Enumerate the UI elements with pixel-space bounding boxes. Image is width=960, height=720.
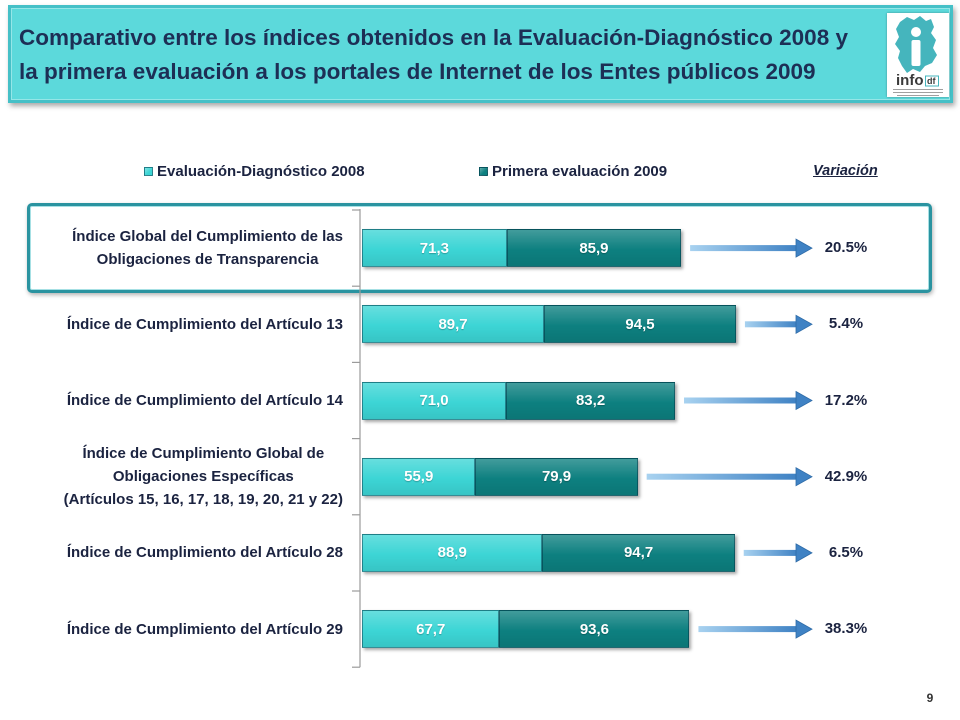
- category-label: Índice de Cumplimiento del Artículo 14: [66, 391, 343, 409]
- variation-label: 5.4%: [828, 315, 864, 333]
- slide-header: Comparativo entre los índices obtenidos …: [8, 5, 953, 103]
- legend-item-2008: Evaluación-Diagnóstico 2008: [144, 161, 365, 181]
- logo-i-dot: [911, 27, 921, 37]
- logo-wordmark: info: [896, 72, 924, 89]
- variation-label: 38.3%: [824, 620, 868, 638]
- bar-primera-evaluacion-2009: 83,2: [506, 381, 676, 420]
- legend-swatch-2009: [479, 166, 488, 176]
- category-label-cell: Índice de Cumplimiento Global de Obligac…: [20, 439, 343, 515]
- bar-evaluacion-diagnostico-2008: 88,9: [362, 533, 543, 572]
- category-label: Índice de Cumplimiento del Artículo 29: [66, 620, 343, 638]
- bar-evaluacion-diagnostico-2008: 67,7: [362, 610, 500, 649]
- bar-value-label: 55,9: [404, 468, 434, 486]
- bar-value-label: 79,9: [541, 468, 572, 486]
- variation-label: 20.5%: [824, 239, 868, 257]
- bar-primera-evaluacion-2009: 93,6: [499, 610, 690, 649]
- category-label-cell: Índice de Cumplimiento del Artículo 28: [20, 515, 343, 591]
- variation-label: 6.5%: [828, 543, 864, 561]
- bar-primera-evaluacion-2009: 94,7: [542, 533, 735, 572]
- logo-wordmark-suffix: df: [927, 76, 936, 86]
- category-label: Índice de Cumplimiento del Artículo 13: [66, 315, 343, 333]
- bar-value-label: 89,7: [438, 315, 468, 333]
- bar-value-label: 71,3: [419, 239, 449, 257]
- logo-i-stem: [911, 40, 921, 66]
- bar-value-label: 83,2: [575, 392, 606, 409]
- bar-value-label: 71,0: [419, 392, 449, 409]
- bar-value-label: 88,9: [437, 544, 467, 562]
- logo-suffix-box: [925, 75, 939, 87]
- slide-title-line: la primera evaluación a los portales de …: [19, 59, 816, 84]
- bar-evaluacion-diagnostico-2008: 89,7: [362, 305, 545, 344]
- bar-value-label: 94,7: [623, 544, 654, 562]
- category-label: Índice Global del Cumplimiento de las Ob…: [72, 228, 343, 269]
- category-label-cell: Índice de Cumplimiento del Artículo 29: [20, 591, 343, 667]
- logo-wordmark-main: info: [896, 72, 924, 89]
- bar-evaluacion-diagnostico-2008: 71,0: [362, 381, 507, 420]
- logo-graphic: info df: [893, 16, 943, 96]
- legend-label: Primera evaluación 2009: [492, 162, 668, 180]
- category-label-cell: Índice Global del Cumplimiento de las Ob…: [20, 210, 343, 286]
- category-label: Índice de Cumplimiento del Artículo 28: [66, 544, 343, 562]
- logo-suffix-text: df: [927, 76, 936, 86]
- variation-header: Variación: [813, 163, 878, 179]
- bar-value-label: 67,7: [416, 620, 446, 638]
- bar-primera-evaluacion-2009: 79,9: [475, 457, 638, 496]
- bar-value-label: 93,6: [579, 620, 610, 638]
- legend-label: Evaluación-Diagnóstico 2008: [157, 162, 365, 180]
- category-label-cell: Índice de Cumplimiento del Artículo 13: [20, 286, 343, 362]
- bar-evaluacion-diagnostico-2008: 55,9: [362, 457, 476, 496]
- infodf-logo: info df: [887, 13, 949, 97]
- slide-title: Comparativo entre los índices obtenidos …: [19, 21, 848, 89]
- bar-primera-evaluacion-2009: 85,9: [506, 229, 682, 268]
- variation-label: 17.2%: [824, 391, 868, 409]
- bar-primera-evaluacion-2009: 94,5: [544, 305, 736, 344]
- bar-value-label: 94,5: [625, 315, 655, 333]
- category-label: Índice de Cumplimiento Global de Obligac…: [63, 445, 343, 509]
- page-number: 9: [926, 691, 934, 705]
- bar-value-label: 85,9: [579, 239, 609, 257]
- legend-item-2009: Primera evaluación 2009: [479, 161, 667, 181]
- legend-swatch-2008: [144, 166, 153, 176]
- bar-evaluacion-diagnostico-2008: 71,3: [362, 229, 507, 268]
- slide-title-line: Comparativo entre los índices obtenidos …: [19, 25, 848, 50]
- variation-label: 42.9%: [824, 467, 868, 485]
- category-label-cell: Índice de Cumplimiento del Artículo 14: [20, 362, 343, 438]
